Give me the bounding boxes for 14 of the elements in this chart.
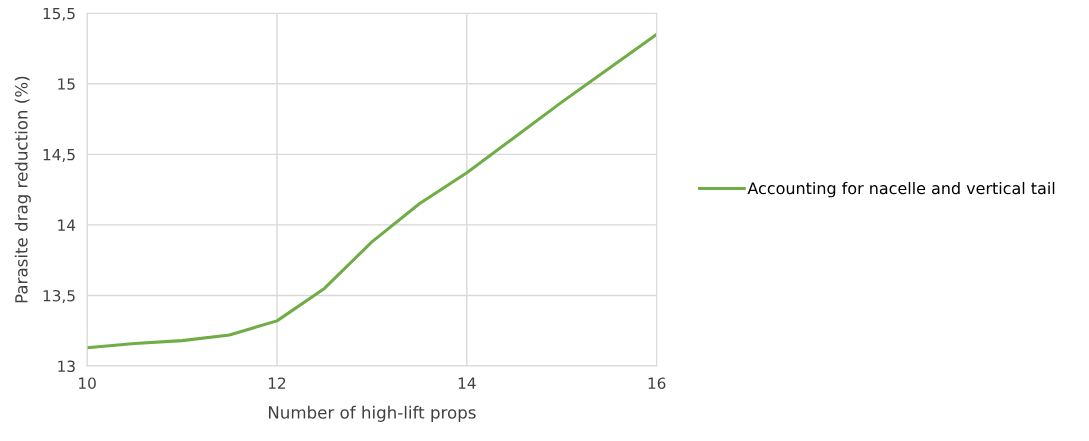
x-tick-label: 14 <box>458 377 476 389</box>
line-series <box>87 32 657 350</box>
x-tick-label: 12 <box>268 377 286 389</box>
y-axis-title: Parasite drag reduction (%) <box>14 76 31 303</box>
y-tick-label: 15,5 <box>43 7 75 21</box>
y-tick-label: 13 <box>58 360 75 373</box>
y-tick-label: 14 <box>58 219 76 231</box>
y-tick-label: 14,5 <box>43 149 75 162</box>
x-axis-title: Number of high-lift props <box>268 405 476 422</box>
y-tick-label: 13,5 <box>43 289 75 304</box>
legend-label: Accounting for nacelle and vertical tail <box>747 181 1055 198</box>
y-tick-label: 15 <box>58 78 75 90</box>
x-tick-label: 10 <box>79 377 96 389</box>
x-tick-label: 16 <box>648 377 666 389</box>
